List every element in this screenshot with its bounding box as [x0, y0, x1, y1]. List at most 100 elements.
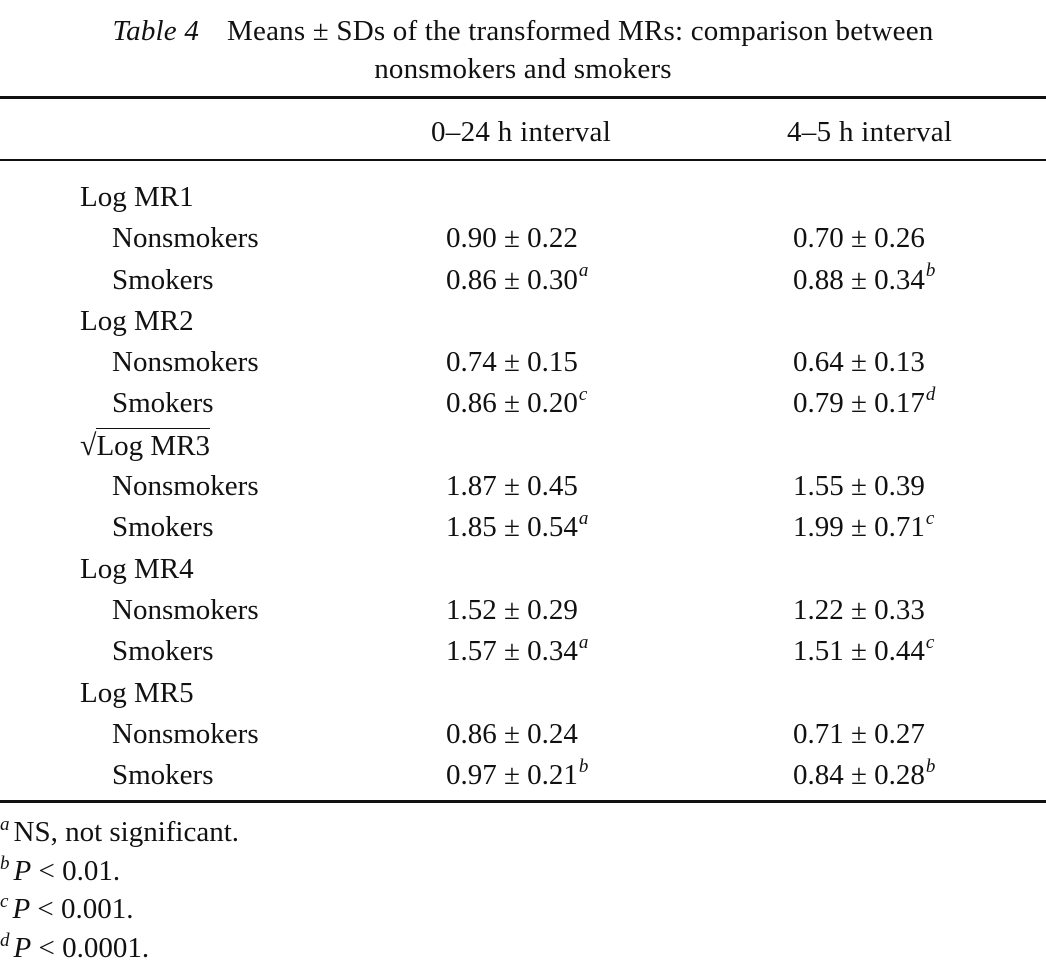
footnote-marker: c — [926, 508, 934, 529]
row-label: Nonsmokers — [112, 218, 259, 259]
cell-value: 0.88 ± 0.34 — [793, 264, 925, 296]
column-header-0-24h: 0–24 h interval — [431, 112, 611, 152]
cell-0-24h: 0.86 ± 0.24 — [446, 714, 578, 755]
column-header-4-5h: 4–5 h interval — [787, 112, 952, 152]
row-label: Smokers — [112, 260, 214, 301]
cell-4-5h: 1.51 ± 0.44c — [793, 631, 934, 672]
footnote-marker: c — [579, 384, 587, 405]
footnote-marker: b — [579, 756, 589, 777]
footnote-text: < 0.0001. — [31, 932, 149, 964]
footnote-marker: a — [579, 260, 589, 281]
group-label: Log MR5 — [80, 673, 194, 714]
footnote-marker: c — [926, 632, 934, 653]
table-label: Table 4 — [112, 15, 199, 47]
footnote-text: < 0.001. — [30, 893, 133, 925]
cell-0-24h: 1.57 ± 0.34a — [446, 631, 588, 672]
table-row: Nonsmokers 0.90 ± 0.22 0.70 ± 0.26 — [0, 218, 1046, 259]
caption-line-2: nonsmokers and smokers — [0, 50, 1046, 88]
cell-value: 1.52 ± 0.29 — [446, 594, 578, 626]
row-label: Smokers — [112, 755, 214, 796]
group-label: √Log MR3 — [80, 425, 210, 467]
cell-0-24h: 1.87 ± 0.45 — [446, 466, 578, 507]
footnote-mark: c — [0, 891, 8, 912]
group-label: Log MR1 — [80, 177, 194, 218]
table-row: Nonsmokers 0.74 ± 0.15 0.64 ± 0.13 — [0, 342, 1046, 383]
footnote-mark: a — [0, 814, 10, 835]
table-row-group-header: √Log MR3 — [0, 425, 1046, 466]
cell-value: 0.86 ± 0.24 — [446, 718, 578, 750]
cell-4-5h: 1.99 ± 0.71c — [793, 507, 934, 548]
footnote-marker: a — [579, 508, 589, 529]
cell-value: 0.79 ± 0.17 — [793, 387, 925, 419]
footnote-marker: b — [926, 260, 936, 281]
table-row-group-header: Log MR2 — [0, 301, 1046, 342]
table-row-group-header: Log MR4 — [0, 549, 1046, 590]
group-label: Log MR4 — [80, 549, 194, 590]
cell-4-5h: 0.88 ± 0.34b — [793, 260, 935, 301]
row-label: Smokers — [112, 631, 214, 672]
footnote-symbol: P — [12, 893, 30, 925]
table-row-group-header: Log MR1 — [0, 177, 1046, 218]
cell-0-24h: 0.90 ± 0.22 — [446, 218, 578, 259]
cell-value: 1.22 ± 0.33 — [793, 594, 925, 626]
cell-0-24h: 0.74 ± 0.15 — [446, 342, 578, 383]
cell-value: 0.84 ± 0.28 — [793, 759, 925, 791]
cell-value: 0.70 ± 0.26 — [793, 222, 925, 254]
row-label: Smokers — [112, 383, 214, 424]
cell-0-24h: 1.85 ± 0.54a — [446, 507, 588, 548]
footnote-mark: b — [0, 853, 10, 874]
table-row: Smokers 1.57 ± 0.34a 1.51 ± 0.44c — [0, 631, 1046, 672]
caption-text-1: Means ± SDs of the transformed MRs: comp… — [227, 15, 933, 47]
cell-0-24h: 0.86 ± 0.30a — [446, 260, 588, 301]
row-label: Nonsmokers — [112, 714, 259, 755]
cell-value: 0.97 ± 0.21 — [446, 759, 578, 791]
footnote-symbol: P — [14, 855, 32, 887]
row-label: Nonsmokers — [112, 466, 259, 507]
cell-value: 0.86 ± 0.30 — [446, 264, 578, 296]
cell-4-5h: 0.64 ± 0.13 — [793, 342, 925, 383]
cell-0-24h: 0.86 ± 0.20c — [446, 383, 587, 424]
cell-4-5h: 0.79 ± 0.17d — [793, 383, 935, 424]
cell-value: 1.87 ± 0.45 — [446, 470, 578, 502]
footnote-mark: d — [0, 930, 10, 951]
bottom-rule — [0, 800, 1046, 803]
cell-0-24h: 0.97 ± 0.21b — [446, 755, 588, 796]
table-row-group-header: Log MR5 — [0, 673, 1046, 714]
table-caption: Table 4 Means ± SDs of the transformed MR… — [0, 12, 1046, 88]
cell-4-5h: 1.55 ± 0.39 — [793, 466, 925, 507]
table-row: Nonsmokers 0.86 ± 0.24 0.71 ± 0.27 — [0, 714, 1046, 755]
cell-value: 0.71 ± 0.27 — [793, 718, 925, 750]
cell-value: 0.90 ± 0.22 — [446, 222, 578, 254]
table-row: Smokers 0.86 ± 0.30a 0.88 ± 0.34b — [0, 260, 1046, 301]
row-label: Nonsmokers — [112, 590, 259, 631]
table-row: Nonsmokers 1.87 ± 0.45 1.55 ± 0.39 — [0, 466, 1046, 507]
table-row: Nonsmokers 1.52 ± 0.29 1.22 ± 0.33 — [0, 590, 1046, 631]
header-rule — [0, 159, 1046, 161]
footnote-text: NS, not significant. — [14, 816, 240, 848]
footnote-marker: d — [926, 384, 936, 405]
cell-4-5h: 1.22 ± 0.33 — [793, 590, 925, 631]
table-row: Smokers 0.86 ± 0.20c 0.79 ± 0.17d — [0, 383, 1046, 424]
cell-4-5h: 0.70 ± 0.26 — [793, 218, 925, 259]
cell-0-24h: 1.52 ± 0.29 — [446, 590, 578, 631]
caption-line-1: Table 4 Means ± SDs of the transformed MR… — [0, 12, 1046, 50]
footnote-symbol: P — [14, 932, 32, 964]
row-label: Smokers — [112, 507, 214, 548]
footnote-marker: b — [926, 756, 936, 777]
cell-4-5h: 0.84 ± 0.28b — [793, 755, 935, 796]
square-root-expression: √Log MR3 — [80, 425, 210, 467]
footnote-text: < 0.01. — [31, 855, 120, 887]
cell-value: 1.99 ± 0.71 — [793, 511, 925, 543]
top-rule — [0, 96, 1046, 99]
cell-value: 1.55 ± 0.39 — [793, 470, 925, 502]
cell-value: 1.85 ± 0.54 — [446, 511, 578, 543]
row-label: Nonsmokers — [112, 342, 259, 383]
cell-value: 0.74 ± 0.15 — [446, 346, 578, 378]
cell-value: 1.57 ± 0.34 — [446, 635, 578, 667]
